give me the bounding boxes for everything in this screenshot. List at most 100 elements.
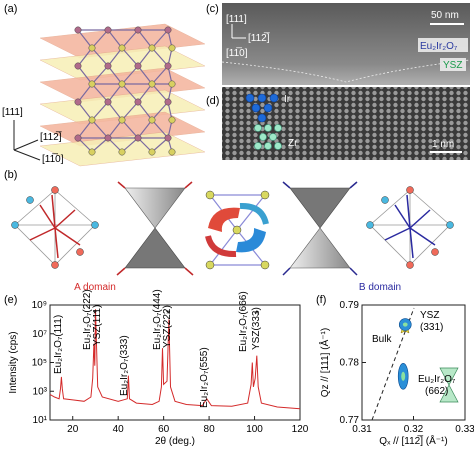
domain-schematic-part-part xyxy=(409,209,431,229)
domain-schematic-part-part xyxy=(51,186,59,194)
domain-schematic-part-part xyxy=(54,227,81,246)
domain-schematic-part-part xyxy=(184,267,194,276)
scale-bar-label: 1 nm xyxy=(432,139,454,150)
bond xyxy=(121,137,139,153)
atom xyxy=(104,134,112,142)
domain-schematic-part-part xyxy=(205,260,215,270)
direction-axes-part xyxy=(13,139,39,151)
bond xyxy=(121,29,139,49)
map-peak-core xyxy=(402,322,408,327)
domain-schematic-part-part xyxy=(394,204,411,229)
haadf-image-part-part xyxy=(269,133,277,141)
peak-marker: * xyxy=(255,309,259,320)
atom xyxy=(148,116,156,124)
reference-decor xyxy=(371,307,459,421)
domain-schematic-part xyxy=(205,235,237,258)
domain-schematic-part-part xyxy=(406,186,414,194)
atom xyxy=(134,26,142,34)
x-tick-label: 0.31 xyxy=(352,424,372,435)
x-tick-label: 40 xyxy=(113,424,125,435)
domain-schematic-part-part xyxy=(409,227,436,246)
plot-frame xyxy=(361,304,466,421)
layer-label: Eu₂Ir₂O₇ xyxy=(420,41,458,52)
bond xyxy=(107,29,123,49)
atom xyxy=(118,80,126,88)
domain-schematic-part xyxy=(239,202,269,225)
haadf-image-part xyxy=(245,93,279,123)
domain-schematic-part xyxy=(11,186,99,269)
haadf-image-part-part xyxy=(254,142,262,150)
bond xyxy=(151,101,169,121)
peak-label: Eu₂Ir₂O₇(111) xyxy=(53,315,64,374)
domain-schematic-part-part xyxy=(406,194,411,229)
peak-label: Eu₂Ir₂O₇(333) xyxy=(119,335,130,396)
y-tick-label: 0.77 xyxy=(340,415,360,426)
bond xyxy=(121,119,139,139)
tem-image-part xyxy=(418,38,468,52)
peak-label: YSZ(111) xyxy=(92,305,103,346)
x-tick-label: 0.32 xyxy=(404,424,424,435)
haadf-image-part-part xyxy=(264,142,272,150)
haadf-image-part-part xyxy=(251,103,261,113)
atom xyxy=(148,44,156,52)
bond xyxy=(121,83,139,103)
direction-label: [111] xyxy=(2,107,23,118)
bond xyxy=(121,101,139,121)
atom xyxy=(164,134,172,142)
bond xyxy=(121,47,139,67)
domain-schematic-part-part xyxy=(76,248,84,256)
bond xyxy=(107,119,123,139)
domain-schematic-part xyxy=(384,194,436,259)
panel-label: (d) xyxy=(206,95,219,107)
peak-label: Eu₂Ir₂O₇(555) xyxy=(199,347,210,408)
domain-schematic-part xyxy=(289,227,351,269)
y-tick-label: 10³ xyxy=(33,386,48,397)
peak-label: Eu₂Ir₂O₇(222) xyxy=(82,289,93,350)
haadf-image-part-part xyxy=(259,133,267,141)
atom xyxy=(118,148,126,156)
atom xyxy=(118,44,126,52)
panel-label: (b) xyxy=(4,169,17,181)
domain-schematic-part xyxy=(205,190,270,270)
tem-image xyxy=(221,3,471,85)
crystal-schematic xyxy=(39,23,206,167)
y-tick-label: 10⁵ xyxy=(32,358,47,369)
bond xyxy=(137,65,153,85)
domain-schematic-part-part xyxy=(366,221,374,229)
bond xyxy=(121,65,139,85)
domain-schematic-part-part xyxy=(282,267,291,276)
domain-schematic-part-part xyxy=(91,221,99,229)
direction-label: [11̅0] xyxy=(226,47,248,59)
atom xyxy=(74,62,82,70)
peak-marker: * xyxy=(93,309,97,320)
bond xyxy=(91,137,109,153)
domain-schematic-part xyxy=(124,227,186,269)
bond xyxy=(107,65,123,85)
atom xyxy=(88,44,96,52)
atom xyxy=(134,98,142,106)
haadf-image-part-part xyxy=(245,93,255,103)
bond xyxy=(151,47,169,67)
haadf-image-part-part xyxy=(274,124,282,132)
panel-label: (f) xyxy=(316,294,326,306)
bond xyxy=(151,29,169,49)
domain-label: A domain xyxy=(74,282,116,293)
y-tick-label: 10⁷ xyxy=(32,329,47,340)
x-axis-title: Qₓ // [112̅] (Å⁻¹) xyxy=(379,434,447,447)
domain-schematic-part xyxy=(282,181,358,276)
annotation: (331) xyxy=(420,322,443,333)
bond xyxy=(91,83,109,103)
domain-schematic-part-part xyxy=(406,261,414,269)
atom xyxy=(104,62,112,70)
bond xyxy=(137,101,153,121)
domain-schematic-part-part xyxy=(54,209,76,229)
bond xyxy=(77,83,93,103)
domain-schematic-part-part xyxy=(116,267,126,276)
domain-schematic-part-part xyxy=(117,181,126,189)
bond xyxy=(77,119,93,139)
domain-schematic-part xyxy=(208,207,240,232)
atom xyxy=(168,116,176,124)
domain-schematic-part-part xyxy=(39,204,56,229)
bond xyxy=(137,29,153,49)
haadf-image-part-part xyxy=(264,124,272,132)
